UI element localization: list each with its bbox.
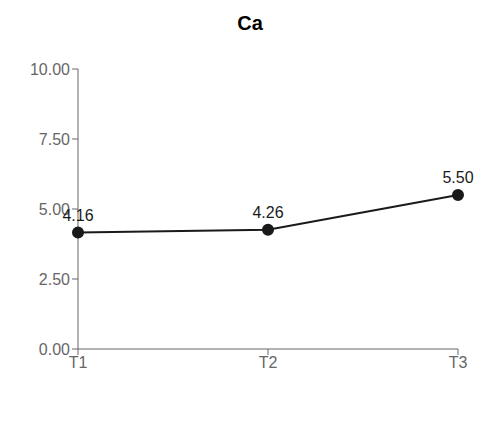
svg-text:T3: T3 xyxy=(449,354,468,371)
svg-text:T1: T1 xyxy=(69,354,88,371)
svg-text:4.26: 4.26 xyxy=(252,204,283,221)
svg-text:4.16: 4.16 xyxy=(62,207,93,224)
svg-text:7.50: 7.50 xyxy=(39,131,70,148)
svg-text:5.00: 5.00 xyxy=(38,200,70,218)
html-text:Ca: Ca xyxy=(237,12,263,34)
svg-text:10.00: 10.00 xyxy=(30,61,70,78)
svg-text:2.50: 2.50 xyxy=(39,271,70,288)
svg-text:5.50: 5.50 xyxy=(442,169,473,186)
svg-text:T2: T2 xyxy=(259,354,278,371)
svg-text:0.00: 0.00 xyxy=(39,341,70,358)
